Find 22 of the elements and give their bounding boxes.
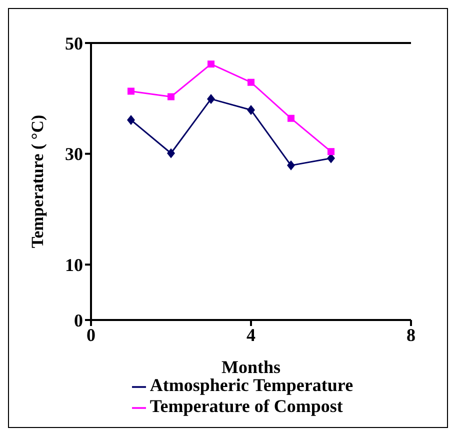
y-tick-label: 10 xyxy=(65,254,83,275)
point xyxy=(288,114,294,122)
point xyxy=(207,94,215,104)
x-tick-label: 0 xyxy=(86,324,96,345)
y-tick-label: 0 xyxy=(74,310,83,330)
point xyxy=(128,88,134,95)
point xyxy=(127,115,135,126)
y-axis-title: Temperature ( °C) xyxy=(28,114,48,248)
legend-label: Atmospheric Temperature xyxy=(150,375,354,395)
x-tick-label: 4 xyxy=(246,324,256,345)
point xyxy=(248,78,254,86)
point xyxy=(247,105,255,116)
y-tick-label: 30 xyxy=(65,144,83,164)
point xyxy=(328,148,334,156)
legend-label: Temperature of Compost xyxy=(150,396,343,416)
point xyxy=(287,160,295,170)
point xyxy=(167,148,175,158)
x-axis-title: Months xyxy=(221,357,281,377)
y-tick-label: 50 xyxy=(65,33,83,54)
point xyxy=(168,93,174,100)
x-tick-label: 8 xyxy=(406,324,416,345)
point xyxy=(208,60,214,68)
